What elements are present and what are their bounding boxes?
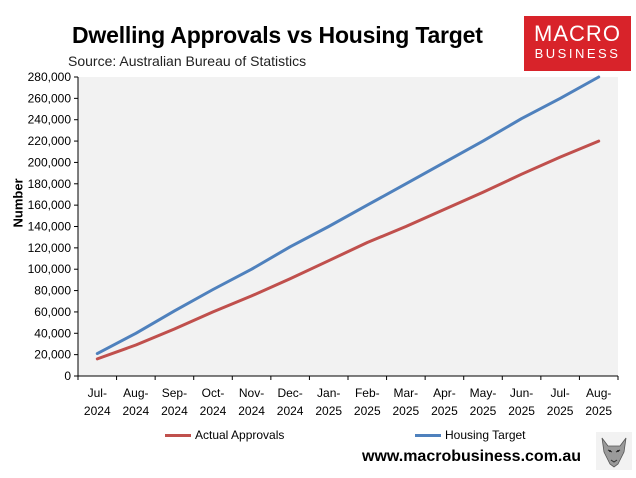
x-tick-label-year: 2025 — [354, 404, 381, 418]
chart-title: Dwelling Approvals vs Housing Target — [72, 22, 483, 48]
legend-swatch-target — [415, 433, 441, 437]
legend-label-target: Housing Target — [445, 428, 526, 442]
y-tick-label: 20,000 — [34, 348, 71, 362]
x-tick-label-year: 2024 — [123, 404, 150, 418]
legend-item-actual: Actual Approvals — [165, 428, 284, 442]
x-tick-label-month: Jul- — [88, 386, 107, 400]
y-tick-label: 200,000 — [28, 155, 72, 169]
website-url: www.macrobusiness.com.au — [362, 448, 582, 465]
x-tick-label-month: Aug- — [123, 386, 148, 400]
macrobusiness-logo: MACRO BUSINESS — [524, 16, 631, 71]
x-tick-label-year: 2024 — [277, 404, 304, 418]
x-tick-label-year: 2024 — [200, 404, 227, 418]
y-tick-label: 240,000 — [28, 113, 72, 127]
series-line-housing-target — [95, 75, 601, 356]
x-tick-label-year: 2024 — [161, 404, 188, 418]
plot-area — [78, 77, 618, 376]
x-tick-label-year: 2025 — [431, 404, 458, 418]
x-tick-label-year: 2025 — [393, 404, 420, 418]
y-tick-label: 220,000 — [28, 134, 72, 148]
y-tick-label: 100,000 — [28, 262, 72, 276]
x-tick-label-year: 2025 — [315, 404, 342, 418]
logo-line-1: MACRO — [534, 21, 621, 46]
series-layer — [95, 75, 601, 361]
x-tick-label-month: Mar- — [394, 386, 419, 400]
series-line-actual-approvals — [95, 139, 601, 361]
chart-source: Source: Australian Bureau of Statistics — [68, 53, 307, 69]
y-tick-label: 80,000 — [34, 284, 71, 298]
y-tick-label: 40,000 — [34, 326, 71, 340]
x-tick-label-year: 2024 — [238, 404, 265, 418]
x-tick-label-year: 2025 — [585, 404, 612, 418]
wolf-logo-icon — [596, 432, 632, 470]
x-tick-label-month: Jul- — [550, 386, 569, 400]
logo-line-2: BUSINESS — [534, 46, 621, 61]
y-axis: 0 20,000 40,000 60,000 80,000 100,000 120,000 1… — [28, 70, 79, 383]
x-tick-label-month: Oct- — [202, 386, 225, 400]
x-axis: Jul- 2024 Aug- 2024 Sep- 2024 Oct- 2024 Nov- 2024… — [77, 375, 619, 418]
x-tick-label-month: Dec- — [277, 386, 302, 400]
x-tick-label-month: Nov- — [239, 386, 264, 400]
x-tick-label-month: Feb- — [355, 386, 380, 400]
y-tick-label: 260,000 — [28, 91, 72, 105]
x-tick-label-year: 2024 — [84, 404, 111, 418]
y-tick-label: 180,000 — [28, 177, 72, 191]
plot-background — [78, 77, 618, 376]
x-tick-label-month: Sep- — [162, 386, 187, 400]
y-tick-label: 280,000 — [28, 70, 72, 84]
x-tick-label-month: Aug- — [586, 386, 611, 400]
y-tick-label: 140,000 — [28, 220, 72, 234]
legend-swatch-actual — [165, 433, 191, 437]
x-tick-label-month: May- — [470, 386, 497, 400]
x-tick-label-year: 2025 — [547, 404, 574, 418]
x-tick-label-month: Apr- — [433, 386, 456, 400]
legend-label-actual: Actual Approvals — [195, 428, 285, 442]
y-tick-label: 120,000 — [28, 241, 72, 255]
y-tick-label: 60,000 — [34, 305, 71, 319]
x-tick-label-month: Jun- — [510, 386, 533, 400]
y-tick-label: 0 — [64, 369, 71, 383]
legend-item-target: Housing Target — [415, 428, 526, 442]
y-tick-label: 160,000 — [28, 198, 72, 212]
x-tick-label-month: Jan- — [317, 386, 340, 400]
x-tick-label-year: 2025 — [470, 404, 497, 418]
x-tick-label-year: 2025 — [508, 404, 535, 418]
